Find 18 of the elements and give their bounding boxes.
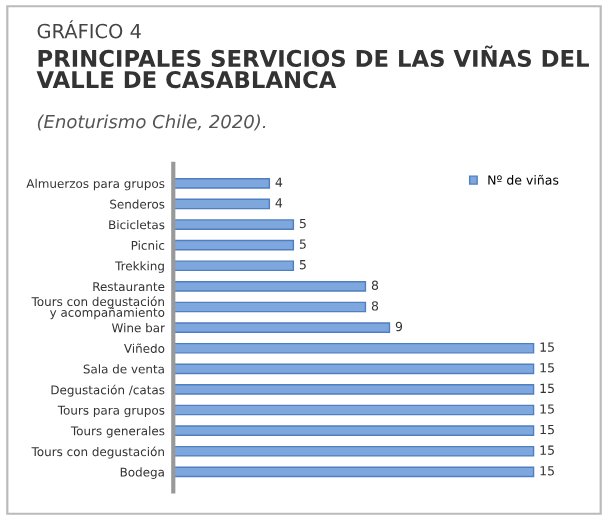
chart-subtitle: (Enoturismo Chile, 2020). <box>37 114 266 131</box>
bar <box>173 322 391 333</box>
text: GRÁFICO 4 <box>37 20 141 39</box>
bar <box>173 177 271 189</box>
bar <box>173 404 535 416</box>
bar <box>173 466 535 478</box>
bar <box>173 445 535 457</box>
bar <box>173 219 295 230</box>
bar <box>173 281 367 292</box>
bar <box>173 301 367 313</box>
bar <box>173 425 535 436</box>
bar <box>173 342 535 354</box>
chart-title: PRINCIPALES SERVICIOS DE LAS VIÑAS DEL VALLE DE CASABLANCA <box>36 45 589 89</box>
bar <box>173 384 535 395</box>
bar <box>173 198 271 210</box>
bar <box>173 260 295 272</box>
bar <box>173 239 295 251</box>
bar <box>173 363 535 375</box>
